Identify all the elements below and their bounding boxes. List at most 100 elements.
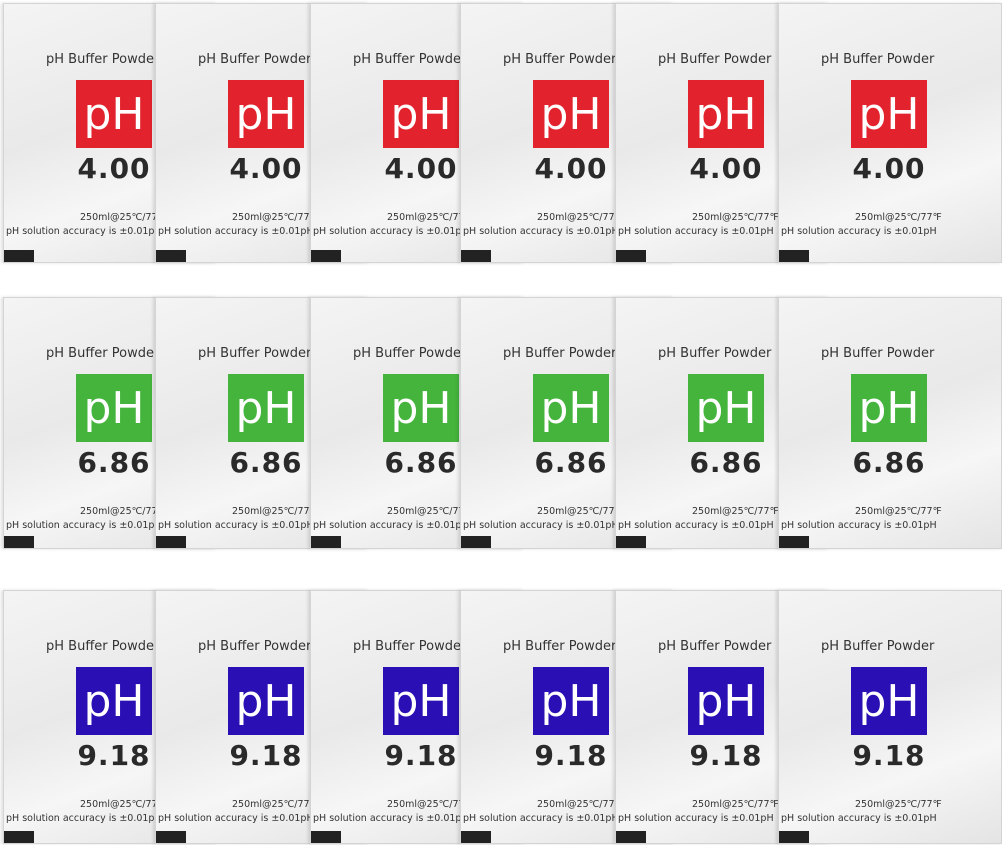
volume-text: 250ml@25℃/77℉	[80, 212, 167, 223]
ph-value: 4.00	[77, 152, 151, 185]
accuracy-text: pH solution accuracy is ±0.01pH	[618, 813, 774, 824]
packet-title: pH Buffer Powder	[198, 346, 312, 361]
packet-title: pH Buffer Powder	[353, 52, 467, 67]
ph-badge: pH	[851, 667, 927, 735]
seal-strip	[156, 536, 186, 548]
ph-value: 9.18	[534, 739, 608, 772]
volume-text: 250ml@25℃/77℉	[537, 506, 624, 517]
seal-strip	[616, 536, 646, 548]
volume-text: 250ml@25℃/77℉	[855, 799, 942, 810]
packet-title: pH Buffer Powder	[503, 346, 617, 361]
packet-title: pH Buffer Powder	[353, 346, 467, 361]
accuracy-text: pH solution accuracy is ±0.01pH	[781, 813, 937, 824]
volume-text: 250ml@25℃/77℉	[232, 506, 319, 517]
seal-strip	[616, 831, 646, 843]
ph-badge: pH	[383, 667, 459, 735]
packet-title: pH Buffer Powder	[658, 346, 772, 361]
buffer-packet: pH Buffer Powder pH 9.18 250ml@25℃/77℉ pH so…	[778, 590, 1002, 844]
ph-value: 6.86	[77, 446, 151, 479]
volume-text: 250ml@25℃/77℉	[387, 212, 474, 223]
accuracy-text: pH solution accuracy is ±0.01pH	[158, 226, 314, 237]
seal-strip	[4, 250, 34, 262]
ph-value: 6.86	[852, 446, 926, 479]
seal-strip	[461, 831, 491, 843]
seal-strip	[779, 250, 809, 262]
seal-strip	[779, 536, 809, 548]
ph-value: 6.86	[534, 446, 608, 479]
ph-badge: pH	[383, 374, 459, 442]
ph-badge: pH	[76, 667, 152, 735]
ph-badge: pH	[76, 80, 152, 148]
packet-title: pH Buffer Powder	[46, 639, 160, 654]
ph-value: 9.18	[384, 739, 458, 772]
ph-badge: pH	[688, 374, 764, 442]
accuracy-text: pH solution accuracy is ±0.01pH	[618, 226, 774, 237]
seal-strip	[156, 250, 186, 262]
accuracy-text: pH solution accuracy is ±0.01pH	[781, 520, 937, 531]
packet-title: pH Buffer Powder	[46, 52, 160, 67]
ph-badge: pH	[851, 374, 927, 442]
seal-strip	[311, 250, 341, 262]
volume-text: 250ml@25℃/77℉	[855, 506, 942, 517]
buffer-packet: pH Buffer Powder pH 6.86 250ml@25℃/77℉ pH so…	[778, 297, 1002, 549]
volume-text: 250ml@25℃/77℉	[855, 212, 942, 223]
seal-strip	[461, 250, 491, 262]
accuracy-text: pH solution accuracy is ±0.01pH	[313, 226, 469, 237]
ph-value: 4.00	[852, 152, 926, 185]
accuracy-text: pH solution accuracy is ±0.01pH	[6, 813, 162, 824]
accuracy-text: pH solution accuracy is ±0.01pH	[313, 520, 469, 531]
seal-strip	[156, 831, 186, 843]
volume-text: 250ml@25℃/77℉	[80, 506, 167, 517]
packet-title: pH Buffer Powder	[821, 346, 935, 361]
volume-text: 250ml@25℃/77℉	[232, 799, 319, 810]
packet-title: pH Buffer Powder	[821, 52, 935, 67]
seal-strip	[461, 536, 491, 548]
seal-strip	[4, 536, 34, 548]
packet-title: pH Buffer Powder	[658, 52, 772, 67]
seal-strip	[779, 831, 809, 843]
volume-text: 250ml@25℃/77℉	[387, 799, 474, 810]
ph-badge: pH	[76, 374, 152, 442]
ph-badge: pH	[383, 80, 459, 148]
accuracy-text: pH solution accuracy is ±0.01pH	[463, 520, 619, 531]
volume-text: 250ml@25℃/77℉	[692, 212, 779, 223]
packet-title: pH Buffer Powder	[198, 639, 312, 654]
seal-strip	[616, 250, 646, 262]
ph-value: 9.18	[852, 739, 926, 772]
packet-title: pH Buffer Powder	[821, 639, 935, 654]
ph-value: 4.00	[229, 152, 303, 185]
packet-title: pH Buffer Powder	[658, 639, 772, 654]
ph-badge: pH	[533, 374, 609, 442]
accuracy-text: pH solution accuracy is ±0.01pH	[463, 813, 619, 824]
packet-title: pH Buffer Powder	[198, 52, 312, 67]
volume-text: 250ml@25℃/77℉	[80, 799, 167, 810]
buffer-packet: pH Buffer Powder pH 4.00 250ml@25℃/77℉ pH so…	[778, 3, 1002, 263]
ph-value: 4.00	[689, 152, 763, 185]
volume-text: 250ml@25℃/77℉	[537, 799, 624, 810]
ph-badge: pH	[533, 80, 609, 148]
seal-strip	[311, 831, 341, 843]
accuracy-text: pH solution accuracy is ±0.01pH	[463, 226, 619, 237]
ph-value: 6.86	[689, 446, 763, 479]
ph-badge: pH	[228, 374, 304, 442]
accuracy-text: pH solution accuracy is ±0.01pH	[158, 520, 314, 531]
accuracy-text: pH solution accuracy is ±0.01pH	[6, 520, 162, 531]
packet-title: pH Buffer Powder	[503, 52, 617, 67]
accuracy-text: pH solution accuracy is ±0.01pH	[313, 813, 469, 824]
ph-value: 9.18	[689, 739, 763, 772]
buffer-packet: pH Buffer Powder pH 9.18 250ml@25℃/77℉ pH so…	[310, 590, 524, 844]
ph-value: 9.18	[77, 739, 151, 772]
ph-badge: pH	[851, 80, 927, 148]
ph-badge: pH	[688, 667, 764, 735]
volume-text: 250ml@25℃/77℉	[537, 212, 624, 223]
ph-badge: pH	[228, 667, 304, 735]
ph-value: 6.86	[229, 446, 303, 479]
ph-value: 4.00	[384, 152, 458, 185]
volume-text: 250ml@25℃/77℉	[692, 799, 779, 810]
ph-badge: pH	[688, 80, 764, 148]
accuracy-text: pH solution accuracy is ±0.01pH	[6, 226, 162, 237]
volume-text: 250ml@25℃/77℉	[232, 212, 319, 223]
volume-text: 250ml@25℃/77℉	[692, 506, 779, 517]
accuracy-text: pH solution accuracy is ±0.01pH	[618, 520, 774, 531]
